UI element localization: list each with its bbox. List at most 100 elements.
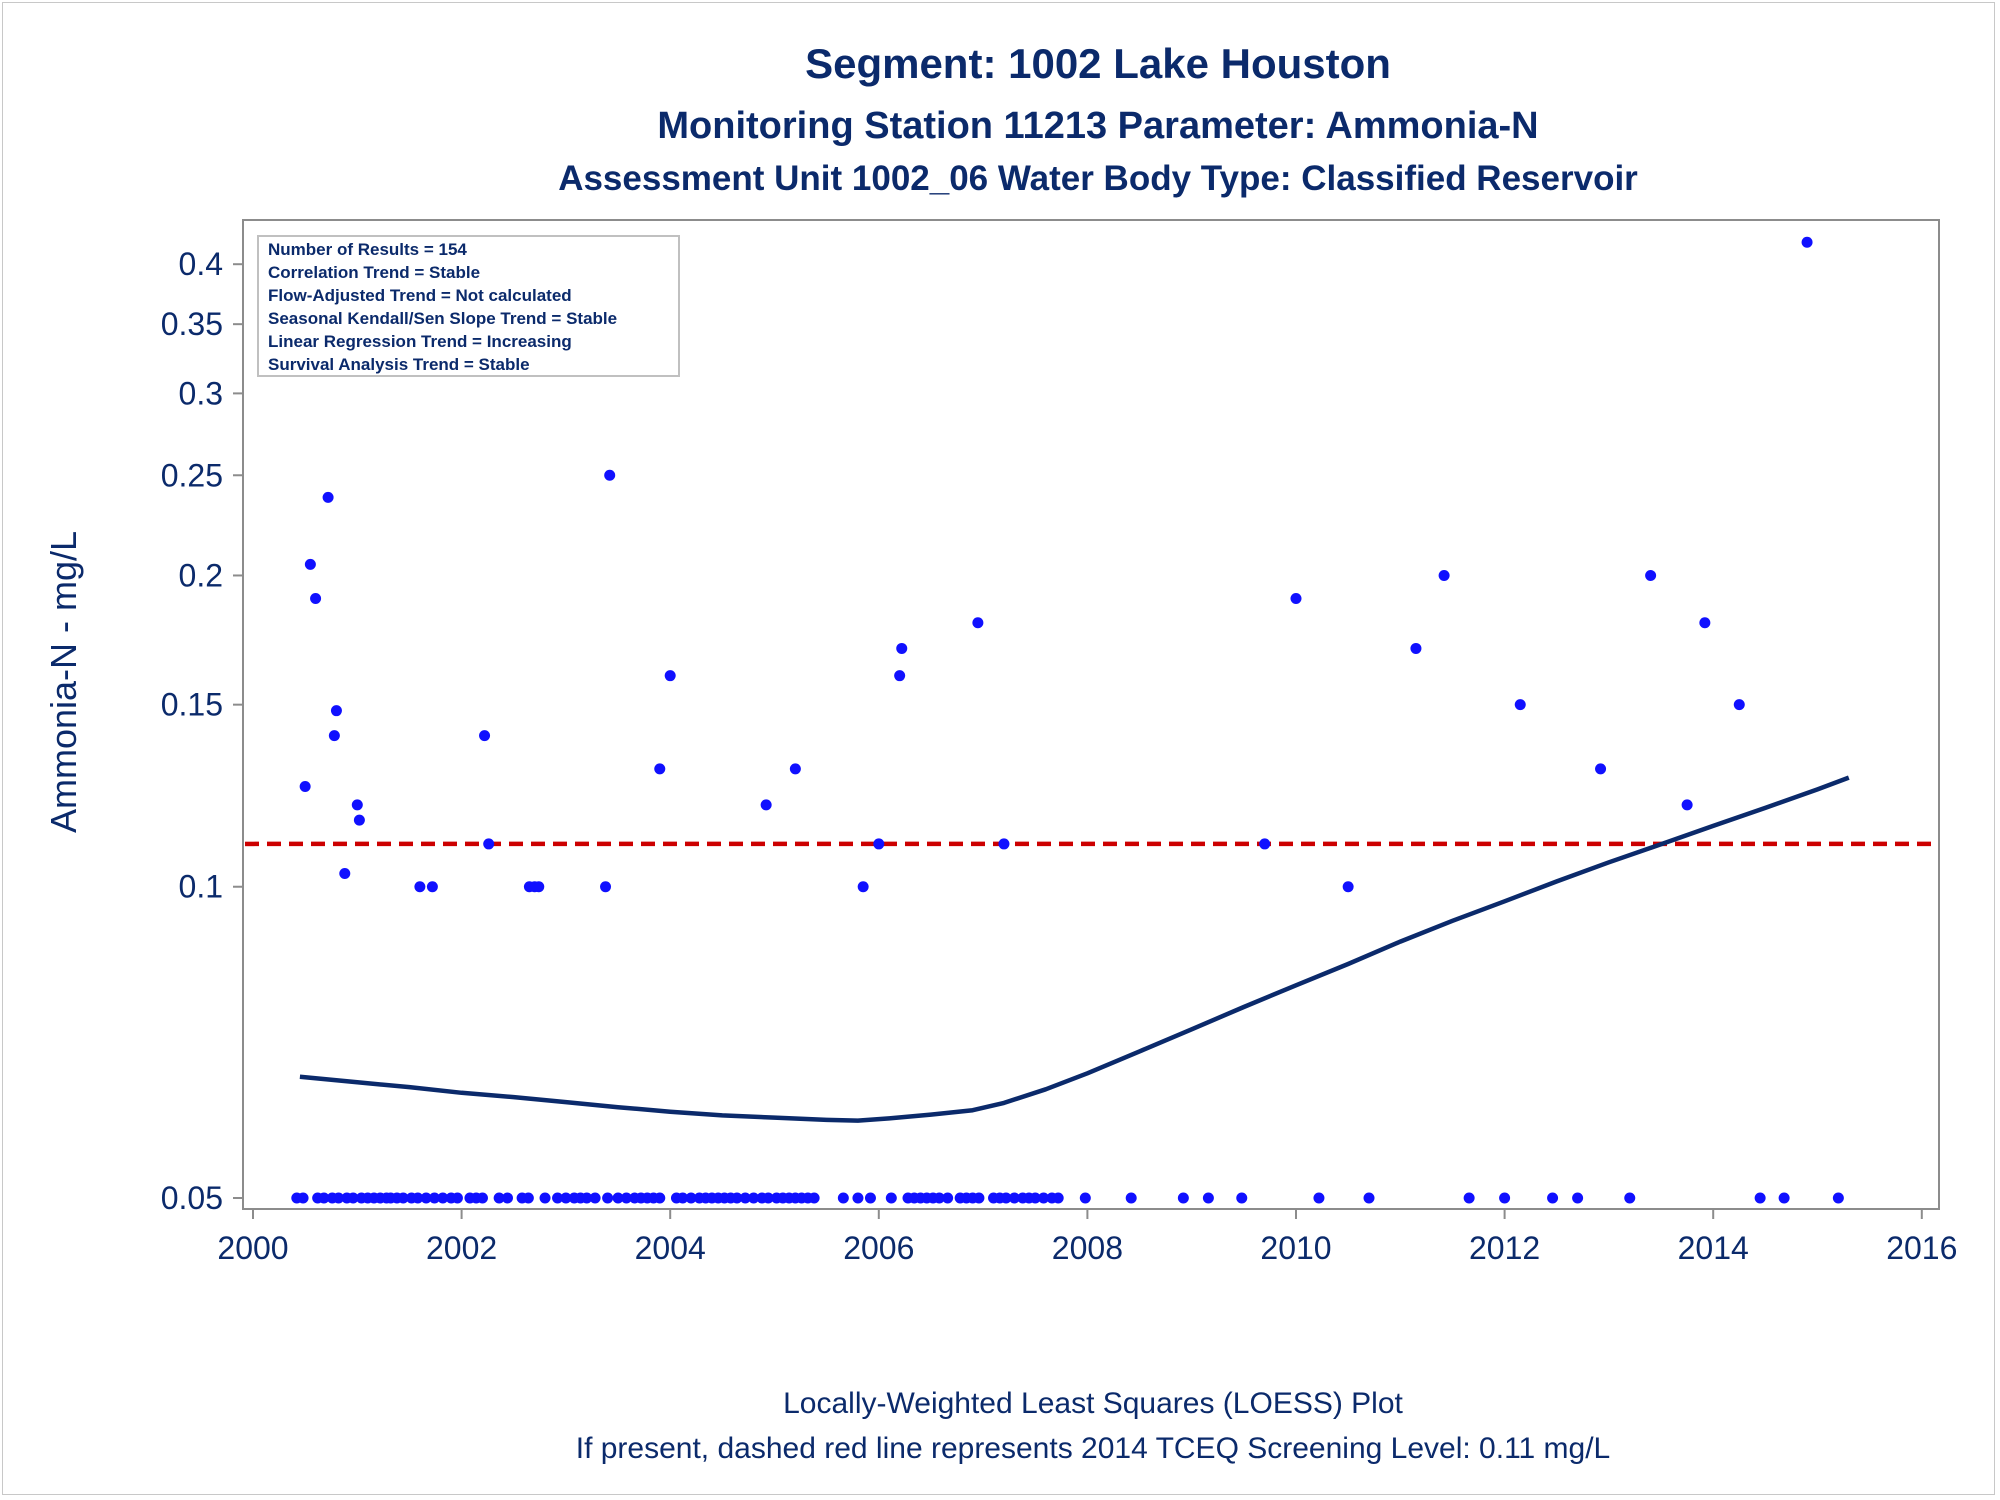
chart-subtitle-station: Monitoring Station 11213 Parameter: Ammo… — [657, 105, 1538, 147]
y-tick-label: 0.15 — [161, 687, 223, 723]
data-point — [351, 799, 363, 811]
nondetect-point — [1313, 1192, 1325, 1204]
nondetect-point — [581, 1192, 593, 1204]
inset-line-seasonal-kendall: Seasonal Kendall/Sen Slope Trend = Stabl… — [268, 309, 617, 328]
nondetect-point — [397, 1192, 409, 1204]
chart-subtitle-assessment: Assessment Unit 1002_06 Water Body Type:… — [558, 159, 1638, 198]
nondetect-point — [837, 1192, 849, 1204]
nondetect-point — [1079, 1192, 1091, 1204]
inset-line-linear-regression: Linear Regression Trend = Increasing — [268, 332, 572, 351]
nondetect-point — [1499, 1192, 1511, 1204]
nondetect-point — [539, 1192, 551, 1204]
nondetect-point — [428, 1192, 440, 1204]
nondetect-point — [612, 1192, 624, 1204]
data-point — [789, 763, 801, 775]
nondetect-point — [1052, 1192, 1064, 1204]
y-tick-label: 0.25 — [161, 457, 223, 493]
data-point — [1410, 642, 1422, 654]
nondetect-point — [437, 1192, 449, 1204]
data-point — [310, 593, 322, 605]
nondetect-point — [654, 1192, 666, 1204]
nondetect-point — [493, 1192, 505, 1204]
nondetect-point — [1572, 1192, 1584, 1204]
nondetect-point — [420, 1192, 432, 1204]
nondetect-point — [864, 1192, 876, 1204]
x-tick-label: 2012 — [1469, 1230, 1540, 1266]
x-tick-label: 2010 — [1260, 1230, 1331, 1266]
x-tick-label: 2006 — [843, 1230, 914, 1266]
nondetect-point — [552, 1192, 564, 1204]
nondetect-point — [973, 1192, 985, 1204]
nondetect-point — [476, 1192, 488, 1204]
nondetect-point — [762, 1192, 774, 1204]
footnote-screening: If present, dashed red line represents 2… — [576, 1432, 1611, 1465]
y-tick-label: 0.35 — [161, 306, 223, 342]
nondetect-point — [560, 1192, 572, 1204]
nondetect-point — [731, 1192, 743, 1204]
x-tick-label: 2002 — [426, 1230, 497, 1266]
data-point — [654, 763, 666, 775]
nondetect-point — [1202, 1192, 1214, 1204]
nondetect-point — [685, 1192, 697, 1204]
data-point — [1645, 569, 1657, 581]
plot-area: 2000 2002 2004 2006 2008 2010 2012 2014 2016 0.05… — [161, 219, 1957, 1266]
data-point — [600, 881, 612, 893]
data-point — [1438, 569, 1450, 581]
nondetect-point — [1463, 1192, 1475, 1204]
inset-line-flow-adjusted: Flow-Adjusted Trend = Not calculated — [268, 286, 572, 305]
y-tick-label: 0.1 — [179, 869, 223, 905]
y-tick-label: 0.05 — [161, 1180, 223, 1216]
data-point — [857, 881, 869, 893]
trend-summary-border — [257, 235, 680, 377]
nondetect-point — [748, 1192, 760, 1204]
nondetect-point — [1624, 1192, 1636, 1204]
plot-border — [242, 219, 1940, 1210]
nondetect-point — [602, 1192, 614, 1204]
inset-line-results: Number of Results = 154 — [268, 240, 467, 259]
inset-line-survival: Survival Analysis Trend = Stable — [268, 355, 530, 374]
data-point — [1801, 236, 1813, 248]
nondetect-point — [1177, 1192, 1189, 1204]
nondetect-point — [620, 1192, 632, 1204]
data-point — [533, 881, 545, 893]
y-tick-label: 0.4 — [179, 246, 223, 282]
nondetect-point — [1008, 1192, 1020, 1204]
x-tick-label: 2014 — [1678, 1230, 1749, 1266]
nondetect-point — [942, 1192, 954, 1204]
nondetect-point — [412, 1192, 424, 1204]
nondetect-point — [451, 1192, 463, 1204]
data-point — [998, 838, 1010, 850]
data-point — [483, 838, 495, 850]
nondetect-point — [1125, 1192, 1137, 1204]
nondetect-point — [318, 1192, 330, 1204]
nondetect-point — [1547, 1192, 1559, 1204]
loess-line — [299, 775, 1850, 1123]
data-point — [972, 617, 984, 629]
nondetect-point — [501, 1192, 513, 1204]
data-point — [1290, 593, 1302, 605]
data-point — [604, 469, 616, 481]
nondetect-point — [297, 1192, 309, 1204]
nondetect-point — [808, 1192, 820, 1204]
nondetect-point — [1038, 1192, 1050, 1204]
nondetect-point — [1754, 1192, 1766, 1204]
nondetect-point — [333, 1192, 345, 1204]
data-point — [330, 705, 342, 717]
nondetect-point — [1363, 1192, 1375, 1204]
data-point — [328, 730, 340, 742]
data-point — [322, 491, 334, 503]
y-axis-label: Ammonia-N - mg/L — [43, 531, 84, 833]
data-point — [894, 670, 906, 682]
data-point — [353, 814, 365, 826]
y-tick-label: 0.3 — [179, 375, 223, 411]
nondetect-point — [1236, 1192, 1248, 1204]
nondetect-point — [1029, 1192, 1041, 1204]
nondetect-point — [522, 1192, 534, 1204]
x-tick-label: 2004 — [635, 1230, 706, 1266]
x-tick-label: 2000 — [217, 1230, 288, 1266]
data-point — [339, 867, 351, 879]
nondetect-point — [1832, 1192, 1844, 1204]
nondetect-point — [347, 1192, 359, 1204]
